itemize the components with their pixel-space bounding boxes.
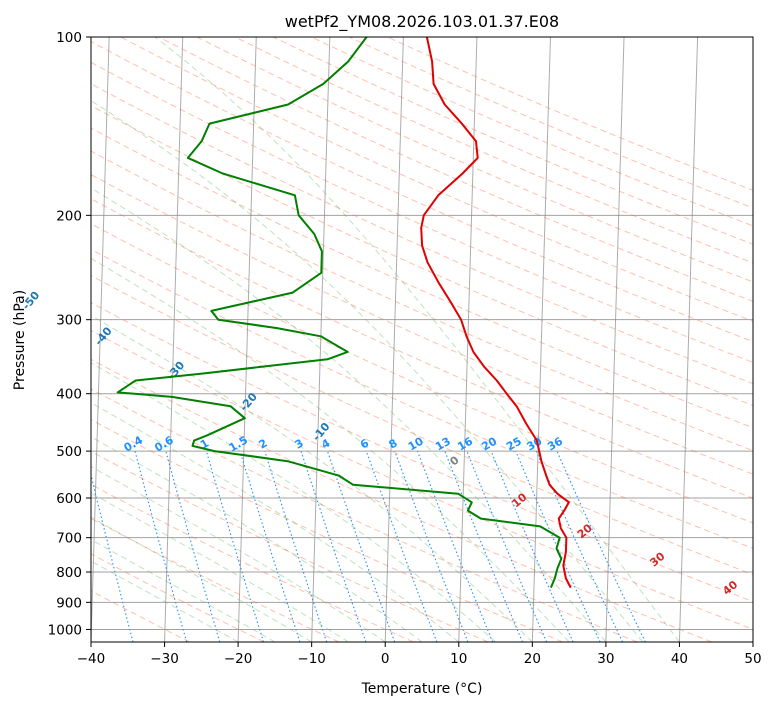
mixing-ratio-line <box>300 450 367 642</box>
moist-adiabat-line <box>91 516 312 642</box>
isotherm-line <box>164 37 184 642</box>
dry-adiabat-line <box>91 590 190 642</box>
plot-frame <box>90 36 754 643</box>
mixing-ratio-labels: 0.40.611.52346810131620253036-100-90-80-… <box>20 289 741 598</box>
moist-adiabat-label: 40 <box>720 578 740 598</box>
y-tick-label: 100 <box>56 30 82 46</box>
x-tick-label: −30 <box>150 651 179 667</box>
dry-adiabat-line <box>91 198 753 499</box>
temperature-line <box>420 37 572 589</box>
moist-adiabat-line <box>154 37 680 642</box>
x-axis-label: Temperature (°C) <box>361 681 483 697</box>
y-axis-label: Pressure (hPa) <box>12 290 28 390</box>
dry-adiabat-line <box>91 419 563 642</box>
dry-adiabat-line <box>91 358 712 642</box>
dewpoint-line <box>116 37 563 588</box>
moist-adiabat-label: 10 <box>509 490 529 510</box>
moist-adiabat-label: 30 <box>647 549 667 569</box>
y-tick-label: 1000 <box>48 622 82 638</box>
axis-ticks: −40 −30 −20 −10 0 10 20 30 40 5010020030040050060… <box>48 30 762 667</box>
isotherm-line <box>678 37 699 642</box>
moist-adiabat-line <box>91 465 386 642</box>
dry-adiabat-line <box>387 37 753 191</box>
moist-adiabat-line <box>91 257 570 642</box>
moist-adiabat-line <box>91 539 276 642</box>
mixing-ratio-line <box>365 450 438 642</box>
x-tick-label: 30 <box>597 651 614 667</box>
isotherm-line <box>237 37 257 642</box>
mixing-ratio-label: 6 <box>358 436 371 451</box>
sounding-traces <box>116 37 572 589</box>
isotherm-line <box>311 37 331 642</box>
mixing-ratio-line <box>394 450 469 642</box>
mixing-ratio-line <box>91 472 134 642</box>
y-tick-label: 600 <box>56 491 82 507</box>
y-tick-label: 900 <box>56 595 82 611</box>
mixing-ratio-line <box>466 450 548 642</box>
x-tick-label: −10 <box>297 651 326 667</box>
moist-adiabat-line <box>91 436 423 642</box>
dry-adiabat-line <box>91 174 753 475</box>
mixing-ratio-line <box>556 450 646 642</box>
mixing-ratio-label: 3 <box>293 437 306 452</box>
dry-adiabat-line <box>91 150 753 452</box>
isotherm-line <box>752 625 753 642</box>
mixing-ratio-line <box>490 450 574 642</box>
dry-adiabat-line <box>91 223 753 524</box>
dry-adiabat-line <box>91 553 265 642</box>
x-tick-label: 40 <box>671 651 688 667</box>
x-tick-label: 10 <box>450 651 467 667</box>
dry-adiabat-line <box>272 37 753 245</box>
y-tick-label: 400 <box>56 387 82 403</box>
dry-adiabat-line <box>91 83 753 385</box>
moist-adiabat-line <box>91 492 349 642</box>
mixing-ratio-line <box>134 450 188 642</box>
x-tick-label: −20 <box>224 651 253 667</box>
isotherm-line <box>91 37 110 642</box>
dry-adiabat-line <box>310 37 753 227</box>
moist-adiabat-line <box>91 314 533 642</box>
dry-adiabat-label: -40 <box>92 324 115 348</box>
moist-adiabat-line <box>91 362 496 642</box>
mixing-ratio-line <box>326 450 396 642</box>
isotherm-line <box>384 37 404 642</box>
y-tick-label: 200 <box>56 208 82 224</box>
dry-adiabat-line <box>120 37 753 322</box>
dry-adiabat-line <box>91 450 489 642</box>
moist-adiabat-line <box>91 560 239 642</box>
y-tick-label: 500 <box>56 444 82 460</box>
dry-adiabat-line <box>349 37 753 209</box>
y-tick-label: 300 <box>56 313 82 329</box>
dry-adiabat-label: -10 <box>310 420 333 444</box>
y-tick-label: 800 <box>56 565 82 581</box>
background-lines <box>91 37 753 642</box>
y-tick-label: 700 <box>56 531 82 547</box>
mixing-ratio-line <box>444 450 524 642</box>
moist-adiabat-label: 0 <box>447 453 461 468</box>
mixing-ratio-line <box>416 450 494 642</box>
mixing-ratio-line <box>165 450 221 642</box>
x-tick-label: 0 <box>381 651 390 667</box>
dry-adiabat-line <box>91 388 638 642</box>
x-tick-label: 20 <box>524 651 541 667</box>
x-tick-label: 50 <box>744 651 761 667</box>
chart-title: wetPf2_YM08.2026.103.01.37.E08 <box>285 12 559 32</box>
mixing-ratio-line <box>205 450 265 642</box>
isotherm-line <box>531 37 551 642</box>
dry-adiabat-line <box>196 37 753 283</box>
moist-adiabat-line <box>91 187 607 642</box>
moist-adiabat-label: 20 <box>575 521 595 541</box>
mixing-ratio-line <box>239 450 301 642</box>
moist-adiabat-line <box>91 100 644 642</box>
moist-adiabat-line <box>91 402 460 642</box>
dry-adiabat-label: -30 <box>165 359 188 383</box>
mixing-ratio-line <box>264 450 328 642</box>
isotherm-line <box>605 37 625 642</box>
dry-adiabat-line <box>91 248 753 549</box>
x-tick-label: −40 <box>77 651 106 667</box>
